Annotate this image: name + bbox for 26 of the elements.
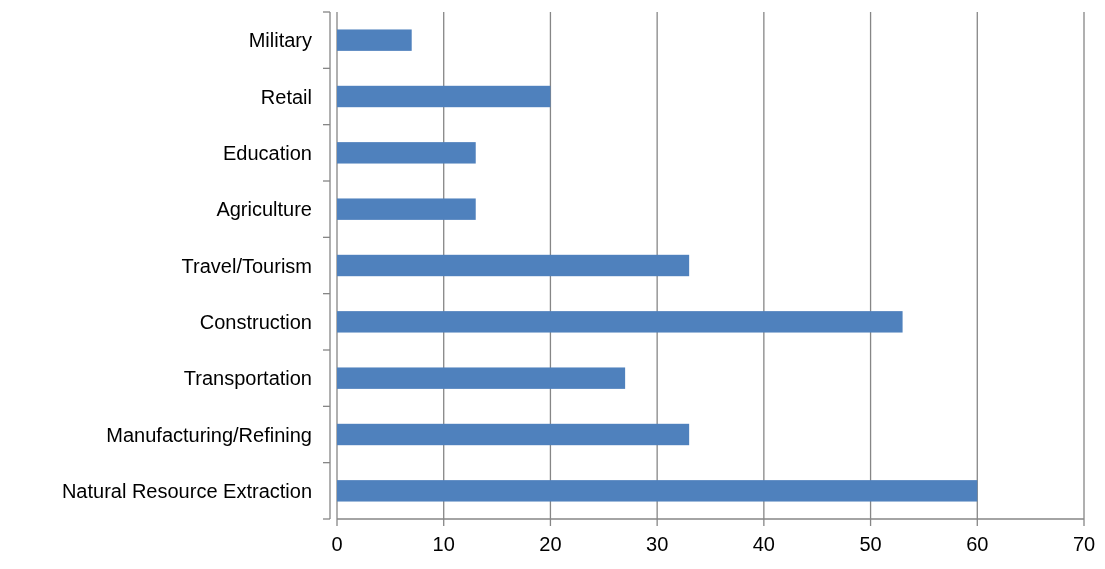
y-tick-label: Natural Resource Extraction [61, 479, 312, 502]
bar [337, 29, 412, 51]
y-tick-label: Manufacturing/Refining [106, 423, 312, 446]
bar [337, 423, 690, 446]
x-tick-label: 20 [539, 533, 562, 555]
x-tick-label: 60 [966, 533, 989, 555]
y-tick-label: Education [223, 141, 312, 164]
y-tick-label: Agriculture [216, 198, 312, 221]
bar [337, 85, 551, 108]
x-tick-label: 0 [331, 533, 343, 555]
bar [337, 254, 690, 277]
bar [337, 480, 978, 502]
x-tick-label: 70 [1072, 533, 1096, 555]
y-tick-label: Construction [199, 310, 312, 333]
x-tick-label: 40 [752, 533, 775, 555]
x-tick-label: 30 [646, 533, 669, 555]
y-tick-label: Transportation [183, 367, 312, 390]
x-tick-label: 10 [432, 533, 455, 555]
bar [337, 142, 476, 164]
bar [337, 198, 476, 220]
y-tick-label: Military [248, 29, 312, 52]
bar [337, 311, 903, 333]
bar [337, 367, 626, 389]
y-tick-label: Travel/Tourism [181, 254, 312, 277]
y-tick-label: Retail [260, 85, 312, 108]
x-tick-label: 50 [859, 533, 882, 555]
